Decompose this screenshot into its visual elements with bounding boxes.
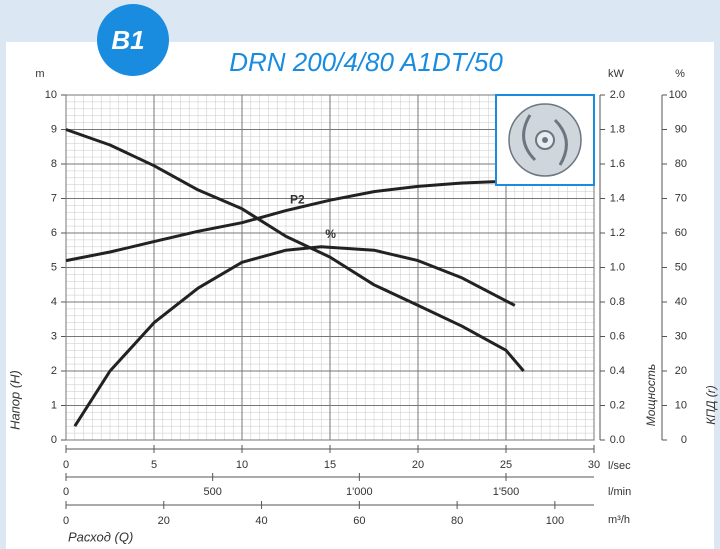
x3-tick-label: 100 [546,515,564,527]
x3-unit: m³/h [608,514,630,526]
x-tick-label: 30 [588,459,600,471]
y2-axis-tick-label: 0.4 [610,365,625,377]
y2-axis-tick-label: 1.6 [610,158,625,170]
right-band [714,0,720,549]
y-tick-label: 4 [51,296,57,308]
y3-unit: % [675,68,685,80]
x-tick-label: 20 [412,459,424,471]
y3-axis-tick-label: 20 [675,365,687,377]
y2-axis-tick-label: 1.2 [610,227,625,239]
y-tick-label: 3 [51,330,57,342]
x-tick-label: 5 [151,459,157,471]
impeller-icon [495,94,595,186]
x2-tick-label: 1'000 [346,486,373,498]
y2-axis-tick-label: 0.6 [610,330,625,342]
curve-label: P2 [290,193,305,207]
badge: B1 [111,25,144,55]
y-unit: m [35,68,44,80]
y3-axis-tick-label: 100 [669,89,687,101]
y-tick-label: 5 [51,261,57,273]
y2-axis-tick-label: 0.2 [610,399,625,411]
y-tick-label: 9 [51,123,57,135]
y3-axis-tick-label: 40 [675,296,687,308]
x-unit: l/sec [608,460,631,472]
y3-axis-tick-label: 80 [675,158,687,170]
x-tick-label: 10 [236,459,248,471]
y3-axis-tick-label: 50 [675,261,687,273]
y-tick-label: 7 [51,192,57,204]
x3-tick-label: 20 [158,515,170,527]
x2-tick-label: 500 [203,486,221,498]
y-tick-label: 2 [51,365,57,377]
y2-axis-tick-label: 1.0 [610,261,625,273]
curve [73,245,516,428]
y3-axis-tick-label: 0 [681,434,687,446]
x2-unit: l/min [608,486,631,498]
y3-axis-label: КПД (r) [704,385,718,425]
y2-axis-tick-label: 2.0 [610,89,625,101]
y3-axis-tick-label: 10 [675,399,687,411]
y-tick-label: 6 [51,227,57,239]
x3-tick-label: 80 [451,515,463,527]
y-tick-label: 0 [51,434,57,446]
y3-axis-tick-label: 60 [675,227,687,239]
y2-axis-tick-label: 1.4 [610,192,625,204]
y3-axis-tick-label: 70 [675,192,687,204]
x3-tick-label: 0 [63,515,69,527]
curve [65,179,507,263]
x-tick-label: 15 [324,459,336,471]
badge-circle [97,4,169,76]
curve-label: % [325,227,336,241]
y2-axis-tick-label: 0.0 [610,434,625,446]
chart-title: DRN 200/4/80 A1DT/50 [229,47,503,77]
y2-axis-tick-label: 1.8 [610,123,625,135]
y2-unit: kW [608,68,625,80]
y-axis-label: Напор (H) [7,370,22,430]
x3-tick-label: 60 [353,515,365,527]
x2-tick-label: 0 [63,486,69,498]
y3-axis-tick-label: 30 [675,330,687,342]
x2-tick-label: 1'500 [493,486,520,498]
y-tick-label: 8 [51,158,57,170]
left-band [0,0,6,549]
x-tick-label: 0 [63,459,69,471]
x-axis-label: Расход (Q) [68,529,133,544]
x-tick-label: 25 [500,459,512,471]
x3-tick-label: 40 [255,515,267,527]
y2-axis-tick-label: 0.8 [610,296,625,308]
y-tick-label: 1 [51,399,57,411]
y2-axis-label: Мощность [644,364,658,426]
y3-axis-tick-label: 90 [675,123,687,135]
y-tick-label: 10 [45,89,57,101]
